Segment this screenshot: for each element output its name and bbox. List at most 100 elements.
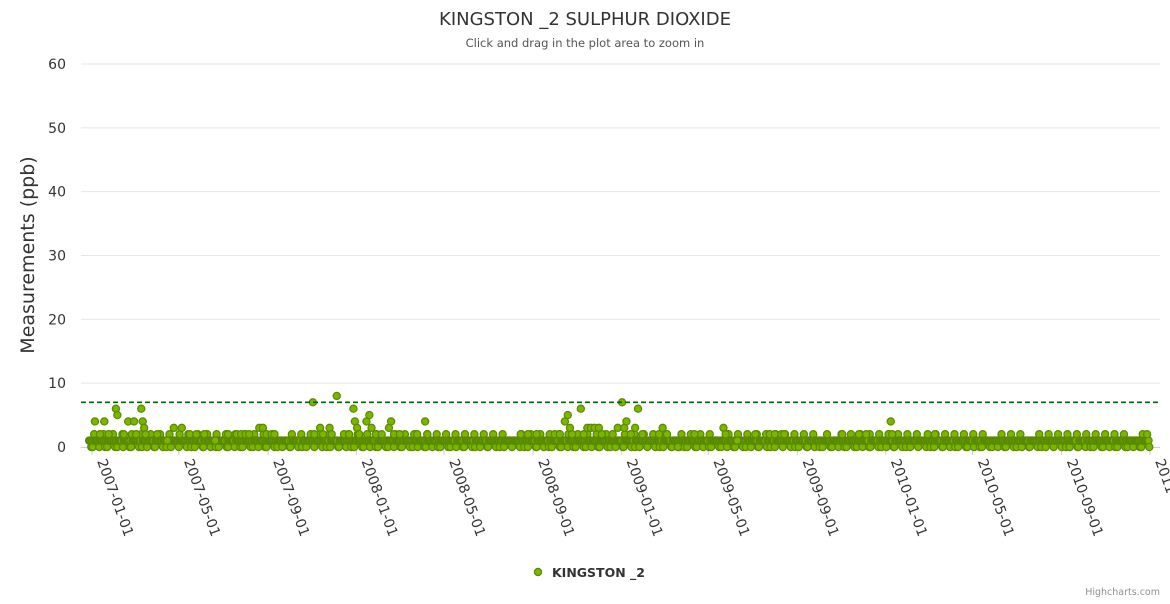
- data-point[interactable]: [532, 430, 541, 439]
- data-point[interactable]: [516, 430, 525, 439]
- data-point[interactable]: [169, 423, 179, 433]
- y-tick-label: 40: [48, 185, 66, 201]
- x-tick-label: 2009-05-01: [710, 457, 753, 539]
- data-point[interactable]: [751, 430, 760, 439]
- data-point[interactable]: [567, 430, 577, 439]
- data-point[interactable]: [113, 410, 122, 420]
- data-point[interactable]: [365, 410, 374, 420]
- y-tick-label: 60: [48, 57, 66, 73]
- x-tick-label: 2007-01-01: [93, 457, 136, 539]
- data-point[interactable]: [597, 430, 607, 439]
- data-point[interactable]: [177, 423, 186, 433]
- x-tick-label: 2007-09-01: [269, 457, 312, 539]
- data-point[interactable]: [310, 430, 319, 439]
- y-axis-title: Measurements (ppb): [17, 156, 39, 353]
- data-point[interactable]: [344, 430, 354, 439]
- chart-subtitle: Click and drag in the plot area to zoom …: [466, 36, 705, 50]
- data-point[interactable]: [690, 430, 699, 439]
- x-tick-label: 2008-01-01: [358, 457, 401, 539]
- data-point[interactable]: [318, 430, 328, 439]
- data-point[interactable]: [131, 430, 141, 439]
- data-point[interactable]: [861, 430, 871, 439]
- data-point[interactable]: [780, 430, 789, 439]
- data-point[interactable]: [258, 423, 268, 433]
- y-tick-label: 50: [48, 121, 66, 137]
- data-point[interactable]: [395, 430, 404, 439]
- data-point[interactable]: [141, 430, 150, 439]
- data-point[interactable]: [662, 430, 672, 439]
- x-tick-label: 2008-09-01: [534, 457, 577, 539]
- data-point[interactable]: [523, 430, 533, 439]
- data-point[interactable]: [90, 417, 100, 426]
- data-point[interactable]: [100, 417, 109, 426]
- y-tick-label: 10: [48, 376, 66, 392]
- legend-marker-icon[interactable]: [533, 567, 543, 577]
- data-point[interactable]: [129, 417, 139, 426]
- data-point[interactable]: [332, 391, 341, 401]
- data-point[interactable]: [137, 404, 146, 413]
- data-point[interactable]: [638, 430, 647, 439]
- data-point[interactable]: [1145, 442, 1154, 452]
- data-point[interactable]: [192, 430, 201, 439]
- data-point[interactable]: [555, 430, 565, 439]
- data-point[interactable]: [838, 430, 847, 439]
- data-point[interactable]: [608, 430, 617, 439]
- data-point[interactable]: [822, 430, 832, 439]
- data-point[interactable]: [210, 436, 220, 445]
- data-point[interactable]: [377, 430, 386, 439]
- data-point[interactable]: [163, 436, 172, 445]
- data-point[interactable]: [622, 417, 631, 426]
- data-point[interactable]: [633, 404, 643, 413]
- x-tick-label: 2010-05-01: [974, 457, 1017, 539]
- data-point[interactable]: [887, 430, 897, 439]
- y-tick-label: 20: [48, 312, 66, 328]
- credits-link[interactable]: Highcharts.com: [1085, 587, 1160, 598]
- data-point[interactable]: [367, 423, 376, 433]
- data-point[interactable]: [626, 430, 635, 439]
- x-tick-label: 2011-01-01: [1151, 457, 1170, 539]
- x-tick-label: 2010-09-01: [1063, 457, 1106, 539]
- y-axis-ticks: 0 10 20 30 40 50 60: [48, 57, 66, 456]
- data-point[interactable]: [270, 430, 279, 439]
- data-point[interactable]: [412, 430, 422, 439]
- x-tick-label: 2008-05-01: [445, 457, 488, 539]
- data-point[interactable]: [1142, 430, 1152, 439]
- data-point[interactable]: [563, 410, 572, 420]
- data-point[interactable]: [349, 404, 358, 413]
- data-point[interactable]: [355, 430, 364, 439]
- data-point[interactable]: [223, 430, 233, 439]
- data-point[interactable]: [104, 430, 113, 439]
- data-point[interactable]: [658, 423, 667, 433]
- legend-label[interactable]: KINGSTON _2: [552, 565, 645, 581]
- legend[interactable]: KINGSTON _2: [533, 565, 645, 581]
- data-point[interactable]: [579, 430, 588, 439]
- data-point[interactable]: [200, 430, 209, 439]
- data-point[interactable]: [886, 417, 895, 426]
- data-point[interactable]: [327, 430, 336, 439]
- data-point[interactable]: [386, 417, 396, 426]
- data-point[interactable]: [733, 436, 742, 445]
- data-point[interactable]: [244, 430, 254, 439]
- data-point[interactable]: [630, 423, 640, 433]
- data-point[interactable]: [152, 430, 162, 439]
- x-tick-label: 2009-09-01: [799, 457, 842, 539]
- x-tick-label: 2010-01-01: [887, 457, 930, 539]
- x-axis-ticks: 2007-01-01 2007-05-01 2007-09-01 2008-01-01…: [91, 447, 1170, 539]
- x-tick-label: 2009-01-01: [623, 457, 666, 539]
- data-point[interactable]: [930, 430, 940, 439]
- data-point[interactable]: [119, 430, 129, 439]
- data-point[interactable]: [423, 430, 432, 439]
- data-point[interactable]: [654, 430, 664, 439]
- data-point[interactable]: [95, 430, 105, 439]
- data-point[interactable]: [923, 430, 932, 439]
- data-point[interactable]: [420, 417, 430, 426]
- data-point[interactable]: [721, 430, 730, 439]
- plot-area[interactable]: [81, 64, 1160, 452]
- plot-background[interactable]: [81, 64, 1160, 447]
- x-tick-label: 2007-05-01: [180, 457, 223, 539]
- data-point[interactable]: [673, 442, 683, 452]
- data-point[interactable]: [854, 430, 864, 439]
- data-point[interactable]: [576, 404, 586, 413]
